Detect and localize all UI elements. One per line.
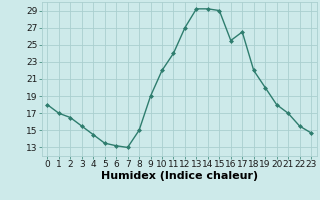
X-axis label: Humidex (Indice chaleur): Humidex (Indice chaleur) (100, 171, 258, 181)
